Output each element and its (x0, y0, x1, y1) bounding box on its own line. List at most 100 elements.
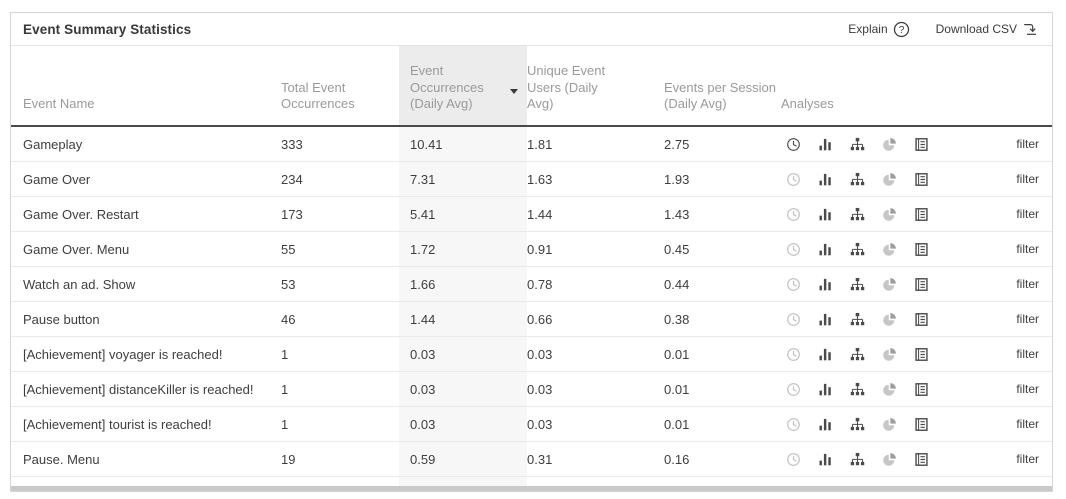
event-name-cell: Gameplay (23, 136, 83, 152)
daily-avg-cell: 0.03 (399, 337, 527, 371)
daily-avg-cell: 0.03 (399, 372, 527, 406)
hierarchy-icon[interactable] (850, 277, 865, 292)
filter-link[interactable]: filter (1016, 382, 1039, 396)
event-log-icon[interactable] (914, 242, 929, 257)
total-cell: 1 (281, 416, 289, 432)
analyses-cell (781, 372, 941, 406)
bar-chart-icon[interactable] (818, 382, 833, 397)
filter-link[interactable]: filter (1016, 452, 1039, 466)
column-header-daily-avg-sorted[interactable]: Event Occurrences (Daily Avg) (399, 46, 527, 125)
total-cell: 234 (281, 171, 303, 187)
filter-link[interactable]: filter (1016, 137, 1039, 151)
filter-link[interactable]: filter (1016, 242, 1039, 256)
filter-link[interactable]: filter (1016, 312, 1039, 326)
event-log-icon[interactable] (914, 137, 929, 152)
bar-chart-icon[interactable] (818, 242, 833, 257)
event-log-icon[interactable] (914, 207, 929, 222)
column-header-total-occurrences[interactable]: Total Event Occurrences (281, 79, 355, 111)
daily-avg-cell: 1.72 (399, 232, 527, 266)
analyses-cell (781, 127, 941, 161)
event-log-icon[interactable] (914, 382, 929, 397)
clock-icon[interactable] (786, 242, 801, 257)
pie-chart-icon[interactable] (882, 172, 897, 187)
event-log-icon[interactable] (914, 172, 929, 187)
hierarchy-icon[interactable] (850, 312, 865, 327)
bar-chart-icon[interactable] (818, 277, 833, 292)
total-cell: 333 (281, 136, 303, 152)
filter-link[interactable]: filter (1016, 347, 1039, 361)
clock-icon[interactable] (786, 172, 801, 187)
hierarchy-icon[interactable] (850, 137, 865, 152)
total-cell: 19 (281, 451, 296, 467)
clock-icon[interactable] (786, 207, 801, 222)
download-csv-button[interactable]: Download CSV (936, 21, 1038, 37)
column-header-events-per-session[interactable]: Events per Session (Daily Avg) (664, 79, 777, 111)
pie-chart-icon[interactable] (882, 347, 897, 362)
clock-icon[interactable] (786, 452, 801, 467)
unique-users-cell: 0.03 (527, 381, 553, 397)
column-header-unique-users[interactable]: Unique Event Users (Daily Avg) (527, 63, 606, 111)
filter-link[interactable]: filter (1016, 417, 1039, 431)
event-log-icon[interactable] (914, 417, 929, 432)
hierarchy-icon[interactable] (850, 417, 865, 432)
pie-chart-icon[interactable] (882, 417, 897, 432)
event-name-cell: [Achievement] tourist is reached! (23, 416, 212, 432)
daily-avg-cell: 0.59 (399, 442, 527, 476)
hierarchy-icon[interactable] (850, 382, 865, 397)
bar-chart-icon[interactable] (818, 207, 833, 222)
event-name-cell: Watch an ad. Show (23, 276, 136, 292)
clock-icon[interactable] (786, 137, 801, 152)
table-row: Pause button 46 1.44 0.66 0.38 filter (11, 302, 1052, 337)
event-log-icon[interactable] (914, 347, 929, 362)
bar-chart-icon[interactable] (818, 172, 833, 187)
pie-chart-icon[interactable] (882, 137, 897, 152)
analyses-cell (781, 442, 941, 476)
column-header-event-name[interactable]: Event Name (23, 95, 95, 111)
hierarchy-icon[interactable] (850, 242, 865, 257)
daily-avg-cell: 1.44 (399, 302, 527, 336)
filter-link[interactable]: filter (1016, 277, 1039, 291)
hierarchy-icon[interactable] (850, 452, 865, 467)
unique-users-cell: 0.66 (527, 311, 553, 327)
event-summary-panel: Event Summary Statistics Explain Downloa… (10, 12, 1053, 492)
hierarchy-icon[interactable] (850, 172, 865, 187)
pie-chart-icon[interactable] (882, 312, 897, 327)
table-row: Watch an ad. Show 53 1.66 0.78 0.44 filt… (11, 267, 1052, 302)
bar-chart-icon[interactable] (818, 347, 833, 362)
download-icon (1022, 21, 1038, 37)
panel-actions: Explain Download CSV (848, 21, 1038, 38)
event-log-icon[interactable] (914, 452, 929, 467)
bar-chart-icon[interactable] (818, 137, 833, 152)
bar-chart-icon[interactable] (818, 312, 833, 327)
clock-icon[interactable] (786, 417, 801, 432)
event-name-cell: [Achievement] distanceKiller is reached! (23, 381, 254, 397)
total-cell: 1 (281, 381, 289, 397)
event-log-icon[interactable] (914, 277, 929, 292)
event-name-cell: [Achievement] voyager is reached! (23, 346, 223, 362)
filter-link[interactable]: filter (1016, 172, 1039, 186)
total-cell: 1 (281, 346, 289, 362)
hierarchy-icon[interactable] (850, 207, 865, 222)
total-cell: 53 (281, 276, 296, 292)
per-session-cell: 1.93 (664, 171, 690, 187)
event-log-icon[interactable] (914, 312, 929, 327)
pie-chart-icon[interactable] (882, 452, 897, 467)
clock-icon[interactable] (786, 277, 801, 292)
filter-link[interactable]: filter (1016, 207, 1039, 221)
pie-chart-icon[interactable] (882, 277, 897, 292)
bar-chart-icon[interactable] (818, 452, 833, 467)
panel-title: Event Summary Statistics (23, 21, 192, 37)
pie-chart-icon[interactable] (882, 207, 897, 222)
hierarchy-icon[interactable] (850, 347, 865, 362)
bar-chart-icon[interactable] (818, 417, 833, 432)
clock-icon[interactable] (786, 312, 801, 327)
table-row: Game Over. Restart 173 5.41 1.44 1.43 fi… (11, 197, 1052, 232)
total-cell: 46 (281, 311, 296, 327)
pie-chart-icon[interactable] (882, 382, 897, 397)
event-name-cell: Pause button (23, 311, 100, 327)
clock-icon[interactable] (786, 382, 801, 397)
clock-icon[interactable] (786, 347, 801, 362)
pie-chart-icon[interactable] (882, 242, 897, 257)
explain-button[interactable]: Explain (848, 21, 909, 38)
horizontal-scrollbar[interactable] (11, 486, 1052, 491)
